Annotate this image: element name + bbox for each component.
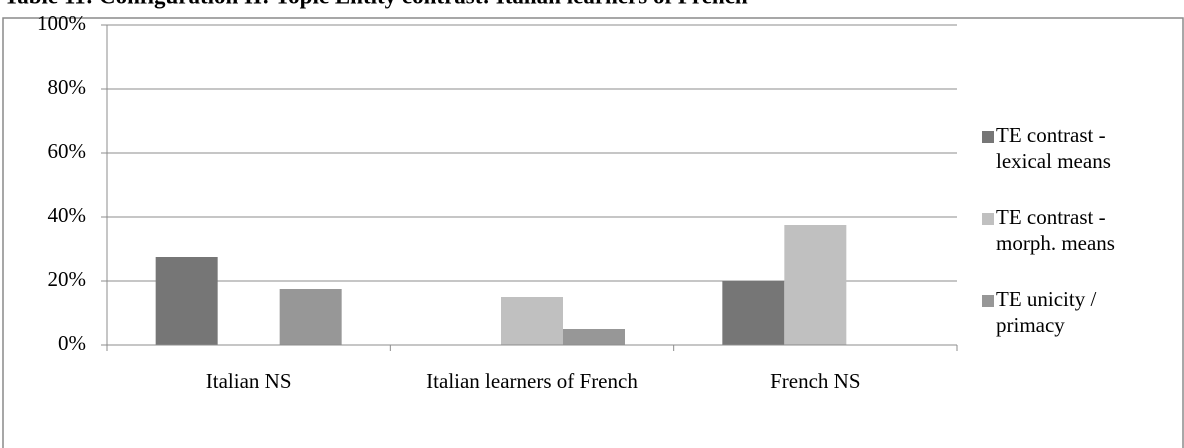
legend-label: TE contrast - morph. means [996,205,1115,255]
legend-swatch [982,213,994,225]
bar [722,281,785,345]
x-tick-label: French NS [770,369,861,393]
y-tick-label: 0% [58,331,86,355]
legend-swatch [982,131,994,143]
legend-label: TE contrast - lexical means [996,123,1111,173]
bar [784,225,847,345]
y-tick-label: 100% [37,11,86,35]
bar [563,329,625,345]
bar [279,289,342,345]
y-tick-label: 40% [48,203,87,227]
y-tick-label: 20% [48,267,87,291]
bar [155,257,218,345]
x-tick-label: Italian NS [205,369,292,393]
legend-label: TE unicity / primacy [996,287,1097,337]
legend-swatch [982,295,994,307]
bar [501,297,563,345]
x-tick-label: Italian learners of French [426,369,638,393]
y-tick-label: 80% [48,75,87,99]
y-tick-label: 60% [48,139,87,163]
chart-border [2,17,1184,448]
chart-title: Table 11: Configuration II: Topic Entity… [4,0,748,8]
